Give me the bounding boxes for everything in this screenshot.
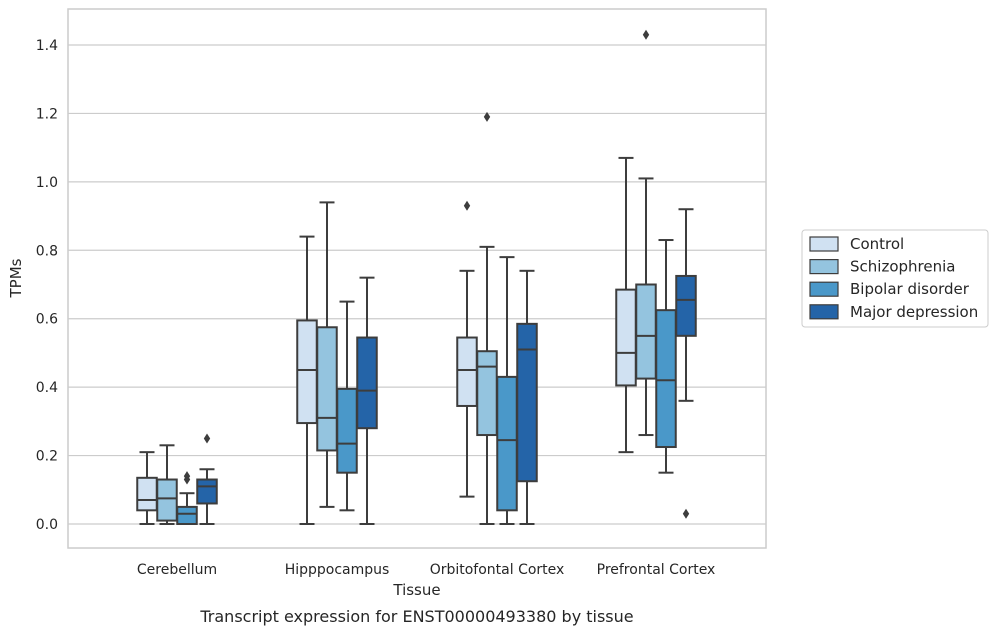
boxes: [136, 29, 697, 525]
plot-frame: [67, 8, 767, 549]
figure-caption: Transcript expression for ENST0000049338…: [199, 607, 633, 626]
legend-items: Control Schizophrenia Bipolar disorder Majo…: [809, 235, 978, 321]
box-iqr: [476, 350, 498, 437]
legend-frame: [801, 229, 989, 328]
box-bipolar-disorder: [176, 471, 198, 525]
box-control: [615, 156, 637, 454]
legend-swatch: [809, 259, 839, 275]
legend: Control Schizophrenia Bipolar disorder Majo…: [801, 229, 989, 328]
y-tick-label: 0.2: [36, 449, 58, 465]
y-tick-label: 0.8: [36, 243, 58, 259]
x-tick-labels: Cerebellum Hipppocampus Orbitofontal Corte…: [137, 562, 715, 578]
box-major-depression: [516, 269, 538, 525]
box-schizophrenia: [156, 444, 178, 525]
box-iqr: [296, 319, 318, 425]
legend-label: Major depression: [850, 303, 978, 321]
box-iqr: [516, 322, 538, 483]
x-axis-label: Tissue: [392, 581, 440, 599]
box-iqr: [156, 478, 178, 522]
box-iqr: [496, 375, 518, 512]
box-schizophrenia: [476, 111, 498, 525]
box-bipolar-disorder: [655, 239, 677, 474]
box-iqr: [456, 336, 478, 407]
box-major-depression: [356, 276, 378, 525]
box-control: [136, 451, 158, 525]
y-tick-labels: 0.0 0.2 0.4 0.6 0.8 1.0 1.2 1.4: [36, 38, 58, 533]
box-bipolar-disorder: [496, 256, 518, 525]
y-tick-label: 1.2: [36, 106, 58, 122]
x-tick-label: Cerebellum: [137, 562, 217, 578]
outlier-point: [483, 111, 491, 122]
box-major-depression: [196, 433, 218, 525]
box-iqr: [615, 288, 637, 387]
y-tick-label: 0.0: [36, 517, 58, 533]
y-tick-label: 0.4: [36, 380, 58, 396]
box-iqr: [356, 336, 378, 430]
outlier-point: [642, 29, 650, 40]
legend-label: Control: [850, 235, 904, 253]
box-iqr: [336, 387, 358, 474]
box-iqr: [675, 274, 697, 337]
box-iqr: [176, 505, 198, 525]
outlier-point: [203, 433, 211, 444]
y-tick-label: 0.6: [36, 312, 58, 328]
y-tick-label: 1.0: [36, 175, 58, 191]
outlier-point: [183, 471, 191, 482]
legend-label: Schizophrenia: [850, 258, 955, 276]
box-iqr: [635, 283, 657, 380]
box-bipolar-disorder: [336, 300, 358, 512]
x-tick-label: Prefrontal Cortex: [597, 562, 716, 578]
legend-swatch: [809, 281, 839, 297]
box-iqr: [655, 309, 677, 449]
outlier-point: [682, 508, 690, 519]
box-iqr: [316, 326, 338, 452]
box-control: [456, 200, 478, 498]
legend-swatch: [809, 304, 839, 320]
box-schizophrenia: [316, 201, 338, 508]
y-axis-label: TPMs: [7, 258, 25, 298]
box-major-depression: [675, 208, 697, 519]
x-tick-label: Hipppocampus: [285, 562, 390, 578]
grid-lines: [68, 44, 766, 525]
box-iqr: [136, 476, 158, 512]
y-tick-label: 1.4: [36, 38, 58, 54]
box-control: [296, 235, 318, 525]
legend-label: Bipolar disorder: [850, 280, 970, 298]
x-tick-label: Orbitofontal Cortex: [430, 562, 565, 578]
box-iqr: [196, 478, 218, 505]
legend-swatch: [809, 236, 839, 252]
box-schizophrenia: [635, 29, 657, 437]
outlier-point: [463, 200, 471, 211]
